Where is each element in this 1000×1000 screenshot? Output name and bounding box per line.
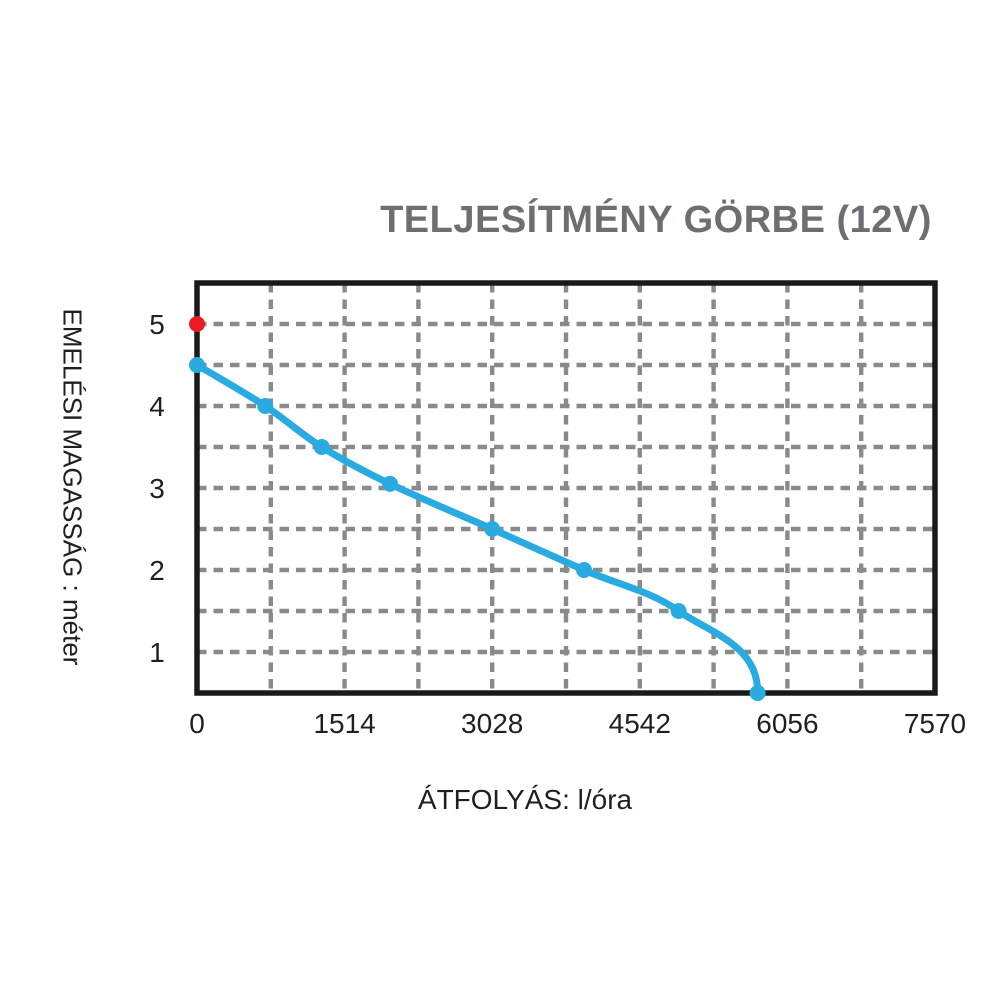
- y-tick-label: 4: [149, 391, 165, 422]
- curve-point: [484, 521, 501, 537]
- x-tick-label: 0: [189, 708, 205, 739]
- max-head-point: [189, 316, 205, 332]
- curve-point: [189, 357, 205, 373]
- x-tick-label: 1514: [313, 708, 375, 739]
- x-tick-label: 7570: [904, 708, 966, 739]
- curve-point: [576, 562, 592, 578]
- curve-point: [670, 603, 687, 619]
- chart-title: TELJESÍTMÉNY GÖRBE (12V): [380, 199, 932, 241]
- y-tick-label: 5: [149, 309, 165, 340]
- x-axis-title: ÁTFOLYÁS: l/óra: [417, 784, 633, 815]
- plot-border: [194, 280, 938, 696]
- curve-point: [257, 398, 274, 414]
- x-tick-label: 6056: [756, 708, 818, 739]
- y-tick-label: 3: [149, 473, 165, 504]
- curve-point: [382, 475, 398, 492]
- x-tick-label: 3028: [461, 708, 523, 739]
- curve-point: [749, 685, 766, 701]
- y-tick-label: 2: [149, 555, 165, 586]
- x-tick-label: 4542: [609, 708, 671, 739]
- y-tick-label: 1: [149, 637, 165, 668]
- curve-point: [313, 439, 330, 455]
